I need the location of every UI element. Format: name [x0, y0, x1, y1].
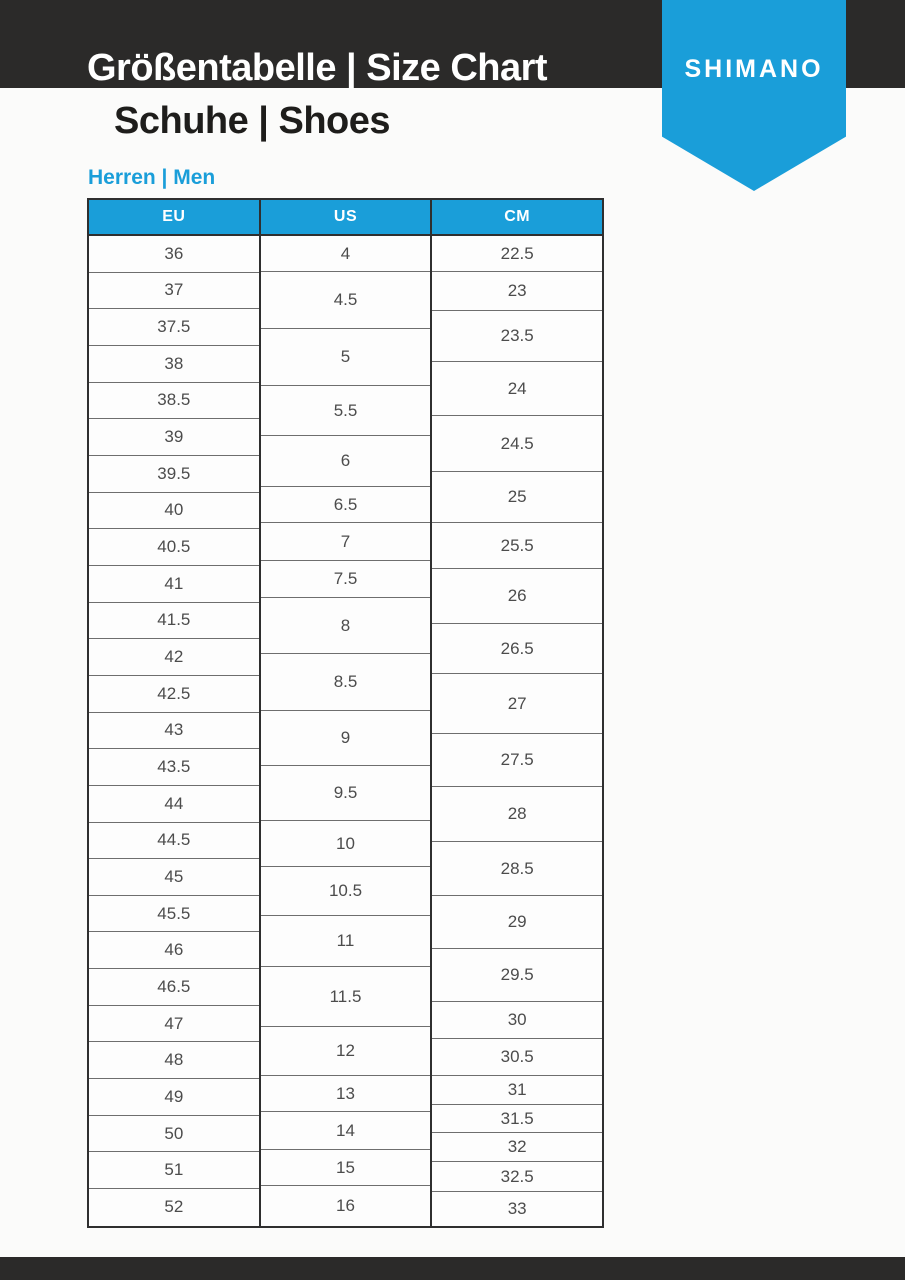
size-cell-us-4: 4 — [260, 236, 431, 272]
size-cell-us-16: 16 — [260, 1186, 431, 1226]
size-cell-cm-26.5: 26.5 — [432, 624, 603, 674]
size-cell-cm-30.5: 30.5 — [432, 1039, 603, 1076]
size-cell-cm-27: 27 — [432, 674, 603, 734]
size-cell-us-11.5: 11.5 — [260, 967, 431, 1027]
size-cell-eu-43.5: 43.5 — [89, 749, 259, 786]
column-header-eu: EU — [162, 208, 186, 225]
page-title: Größentabelle | Size Chart — [87, 47, 548, 89]
size-cell-us-8: 8 — [260, 598, 431, 654]
size-cell-us-13: 13 — [260, 1076, 431, 1112]
column-header-cm: CM — [430, 200, 602, 234]
size-column-us: 4 4.5 5 5.5 6 6.5 7 7.5 8 8.5 9 9.5 10 10.5 11 11.5 12 13… — [258, 236, 431, 1226]
size-cell-cm-31: 31 — [432, 1076, 603, 1105]
size-cell-eu-41.5: 41.5 — [89, 602, 259, 640]
size-cell-cm-27.5: 27.5 — [432, 734, 603, 787]
size-cell-eu-38: 38 — [89, 345, 259, 383]
size-cell-us-9.5: 9.5 — [260, 766, 431, 821]
size-table-header-row: EU US CM — [89, 200, 602, 236]
size-cell-eu-40: 40 — [89, 492, 259, 530]
size-cell-us-6.5: 6.5 — [260, 487, 431, 523]
size-cell-cm-28.5: 28.5 — [432, 842, 603, 896]
size-cell-us-8.5: 8.5 — [260, 654, 431, 711]
size-cell-us-5.5: 5.5 — [260, 386, 431, 436]
size-cell-cm-30: 30 — [432, 1002, 603, 1039]
size-cell-eu-46: 46 — [89, 932, 259, 970]
shimano-logo: SHIMANO — [684, 55, 824, 83]
size-cell-eu-42: 42 — [89, 639, 259, 676]
size-cell-us-10: 10 — [260, 821, 431, 867]
size-cell-eu-38.5: 38.5 — [89, 382, 259, 420]
size-cell-eu-47: 47 — [89, 1005, 259, 1043]
size-cell-cm-23: 23 — [432, 272, 603, 311]
size-cell-us-7: 7 — [260, 523, 431, 561]
size-cell-us-4.5: 4.5 — [260, 272, 431, 329]
column-header-us: US — [258, 200, 431, 234]
size-cell-cm-22.5: 22.5 — [432, 236, 603, 272]
section-label-herren-men: Herren | Men — [88, 166, 216, 189]
size-cell-cm-25: 25 — [432, 472, 603, 523]
size-cell-cm-33: 33 — [432, 1192, 603, 1226]
size-column-cm: 22.5 23 23.5 24 24.5 25 25.5 26 26.5 27 27.5 28 28.5… — [430, 236, 603, 1226]
size-cell-cm-29.5: 29.5 — [432, 949, 603, 1002]
size-cell-eu-42.5: 42.5 — [89, 675, 259, 713]
size-cell-eu-39.5: 39.5 — [89, 455, 259, 493]
size-cell-cm-31.5: 31.5 — [432, 1105, 603, 1133]
size-table: EU US CM 36 37 37.5 38 38.5 39 39.5 40 40.5 41 41.5 4… — [87, 198, 604, 1228]
size-cell-cm-32: 32 — [432, 1133, 603, 1162]
size-cell-cm-24: 24 — [432, 362, 603, 416]
size-cell-us-6: 6 — [260, 436, 431, 487]
size-cell-us-12: 12 — [260, 1027, 431, 1076]
size-cell-us-7.5: 7.5 — [260, 561, 431, 598]
size-cell-cm-23.5: 23.5 — [432, 311, 603, 362]
size-cell-cm-25.5: 25.5 — [432, 523, 603, 569]
page-subtitle: Schuhe | Shoes — [114, 100, 391, 142]
size-cell-eu-37: 37 — [89, 272, 259, 310]
size-cell-us-14: 14 — [260, 1112, 431, 1150]
size-cell-eu-49: 49 — [89, 1079, 259, 1116]
size-cell-eu-40.5: 40.5 — [89, 529, 259, 566]
size-cell-eu-37.5: 37.5 — [89, 309, 259, 346]
size-cell-cm-29: 29 — [432, 896, 603, 949]
size-cell-eu-36: 36 — [89, 236, 259, 273]
size-cell-eu-45: 45 — [89, 859, 259, 896]
size-cell-us-10.5: 10.5 — [260, 867, 431, 916]
size-cell-eu-39: 39 — [89, 419, 259, 456]
shimano-ribbon-banner: SHIMANO — [662, 0, 846, 191]
size-cell-cm-26: 26 — [432, 569, 603, 624]
size-cell-eu-48: 48 — [89, 1042, 259, 1080]
size-cell-eu-46.5: 46.5 — [89, 969, 259, 1006]
size-column-eu: 36 37 37.5 38 38.5 39 39.5 40 40.5 41 41.5 42 42.5 43… — [89, 236, 259, 1226]
size-cell-eu-41: 41 — [89, 565, 259, 603]
size-cell-us-15: 15 — [260, 1150, 431, 1186]
size-cell-eu-52: 52 — [89, 1189, 259, 1226]
size-cell-us-9: 9 — [260, 711, 431, 766]
size-cell-cm-32.5: 32.5 — [432, 1162, 603, 1192]
footer-band — [0, 1257, 905, 1280]
size-cell-eu-44: 44 — [89, 785, 259, 823]
size-cell-eu-51: 51 — [89, 1152, 259, 1190]
size-cell-eu-44.5: 44.5 — [89, 822, 259, 860]
size-table-body: 36 37 37.5 38 38.5 39 39.5 40 40.5 41 41.5 42 42.5 43… — [89, 236, 603, 1226]
size-cell-cm-28: 28 — [432, 787, 603, 842]
size-cell-us-11: 11 — [260, 916, 431, 967]
size-cell-cm-24.5: 24.5 — [432, 416, 603, 472]
size-cell-eu-45.5: 45.5 — [89, 895, 259, 933]
size-cell-eu-43: 43 — [89, 712, 259, 750]
size-cell-eu-50: 50 — [89, 1115, 259, 1153]
size-cell-us-5: 5 — [260, 329, 431, 386]
